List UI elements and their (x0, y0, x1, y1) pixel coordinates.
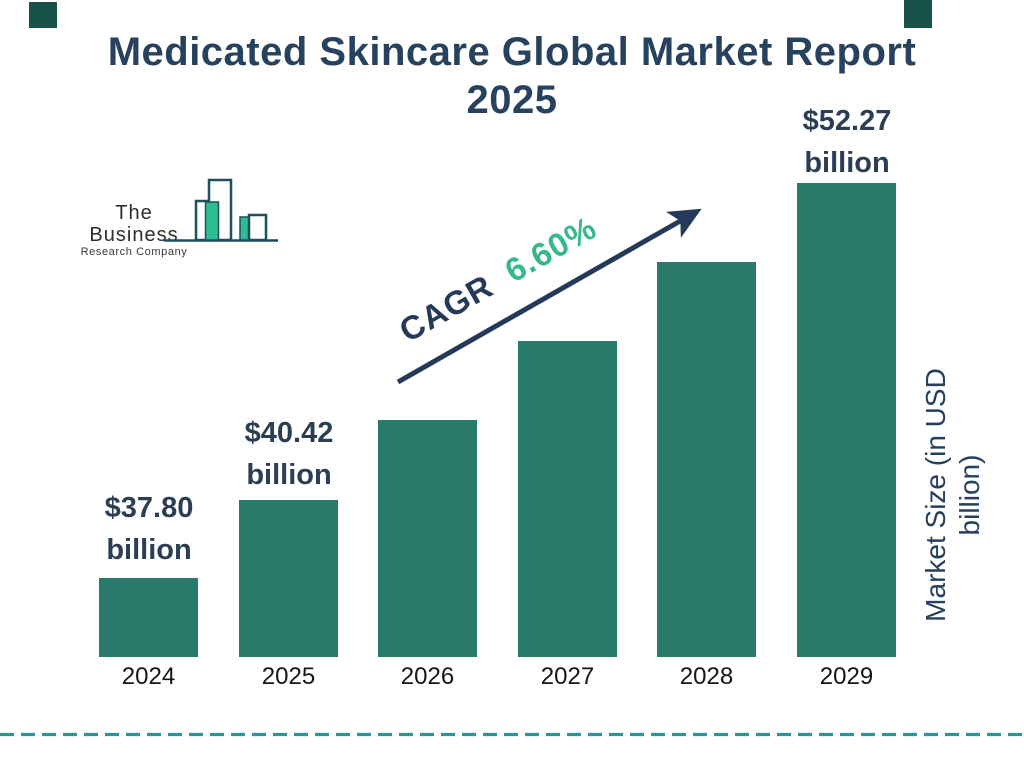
bar-2024 (99, 578, 198, 657)
value-unit: billion (106, 534, 192, 566)
corner-accent-right (904, 0, 932, 28)
trend-arrow (396, 208, 702, 385)
logo-subname: Research Company (80, 246, 188, 258)
bar-2025 (239, 500, 338, 657)
logo-name: The Business (89, 202, 179, 246)
value-unit: billion (246, 459, 332, 491)
x-tick-2028: 2028 (679, 663, 734, 690)
value-unit: billion (804, 147, 890, 179)
bar-2026 (378, 420, 477, 657)
bottom-dashed-divider (0, 732, 1024, 737)
bar-2028 (657, 262, 756, 657)
logo-wordmark: The Business Research Company (68, 202, 200, 258)
logo-bar-chart-icon (164, 178, 278, 242)
value-label-2024: $37.80 billion (76, 487, 222, 571)
x-tick-2024: 2024 (121, 663, 176, 690)
x-tick-2026: 2026 (400, 663, 455, 690)
value-amount: $37.80 (104, 492, 194, 524)
page-title-line1: Medicated Skincare Global Market Report (107, 30, 917, 74)
bar-2027 (518, 341, 617, 657)
bar-2029 (797, 183, 896, 657)
x-tick-2029: 2029 (819, 663, 874, 690)
page-title-line2: 2025 (466, 78, 558, 122)
x-tick-2025: 2025 (261, 663, 316, 690)
page-title: Medicated Skincare Global Market Report … (0, 28, 1024, 124)
value-label-2029: $52.27 billion (774, 100, 920, 184)
value-amount: $40.42 (244, 417, 334, 449)
x-tick-2027: 2027 (540, 663, 595, 690)
y-axis-label: Market Size (in USD billion) (920, 368, 985, 622)
value-label-2025: $40.42 billion (216, 412, 362, 496)
value-amount: $52.27 (802, 105, 892, 137)
corner-accent-left (29, 2, 57, 28)
